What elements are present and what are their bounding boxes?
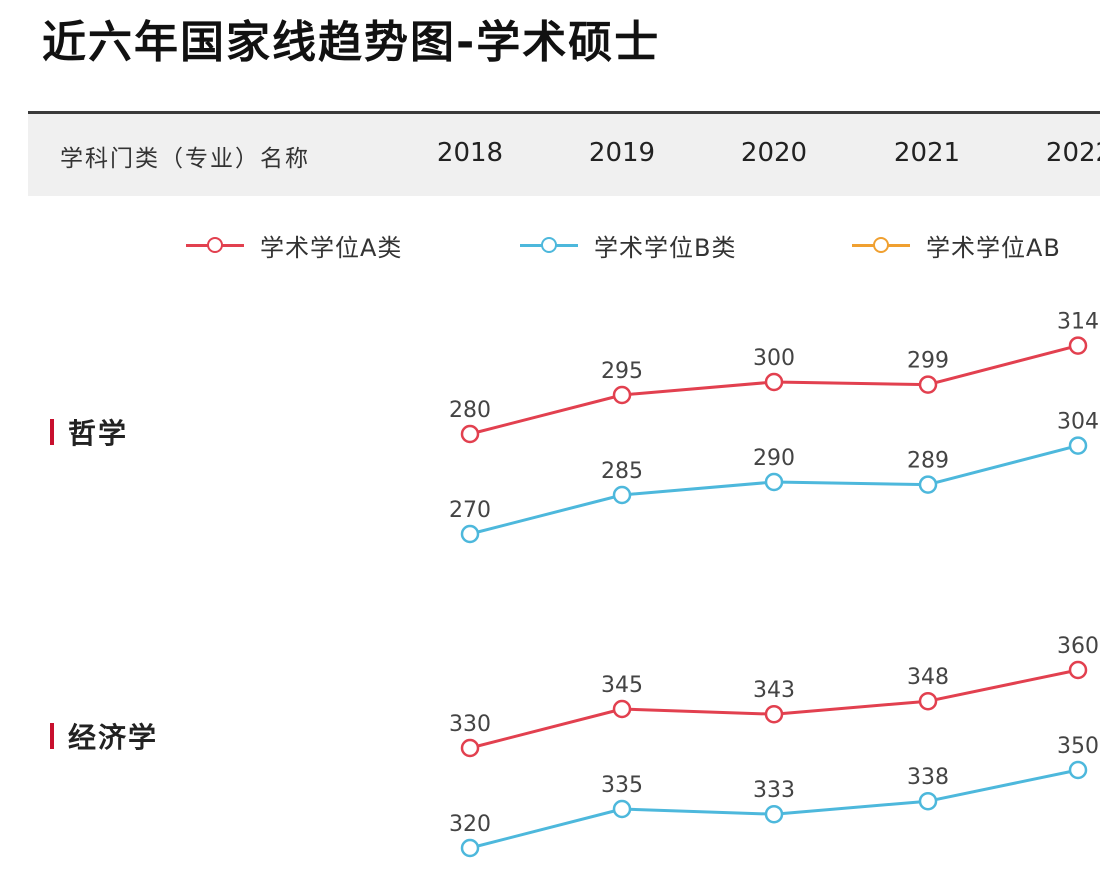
data-label-philosophy-b-2020: 290 bbox=[753, 446, 795, 471]
data-label-philosophy-b-2022: 304 bbox=[1057, 410, 1099, 435]
data-label-economics-b-2021: 338 bbox=[907, 765, 949, 790]
data-label-philosophy-b-2018: 270 bbox=[449, 498, 491, 523]
data-point-philosophy-a-2018[interactable] bbox=[460, 424, 480, 444]
header-year-2022: 2022 bbox=[1045, 138, 1100, 168]
table-header bbox=[28, 114, 1100, 196]
data-point-economics-a-2021[interactable] bbox=[918, 691, 938, 711]
data-point-economics-a-2020[interactable] bbox=[764, 704, 784, 724]
data-label-economics-b-2019: 335 bbox=[601, 773, 643, 798]
data-point-economics-b-2022[interactable] bbox=[1068, 760, 1088, 780]
legend-item-b[interactable]: 学术学位B类 bbox=[520, 225, 736, 265]
header-year-2020: 2020 bbox=[740, 138, 808, 168]
legend-marker-ab bbox=[852, 235, 910, 255]
data-point-philosophy-a-2020[interactable] bbox=[764, 372, 784, 392]
data-point-philosophy-b-2019[interactable] bbox=[612, 485, 632, 505]
legend-label-ab: 学术学位AB bbox=[926, 233, 1061, 262]
data-label-economics-b-2020: 333 bbox=[753, 778, 795, 803]
discipline-philosophy: 哲学 bbox=[50, 412, 128, 452]
data-label-philosophy-a-2019: 295 bbox=[601, 359, 643, 384]
page-title: 近六年国家线趋势图-学术硕士 bbox=[42, 17, 661, 68]
legend-label-b: 学术学位B类 bbox=[594, 233, 737, 262]
data-label-philosophy-a-2020: 300 bbox=[753, 346, 795, 371]
header-year-2021: 2021 bbox=[893, 138, 961, 168]
header-year-2018: 2018 bbox=[436, 138, 504, 168]
data-label-philosophy-a-2018: 280 bbox=[449, 398, 491, 423]
data-label-economics-a-2018: 330 bbox=[449, 712, 491, 737]
data-point-philosophy-a-2021[interactable] bbox=[918, 375, 938, 394]
title-divider bbox=[28, 111, 1100, 114]
data-label-philosophy-a-2021: 299 bbox=[907, 349, 949, 374]
data-label-economics-a-2019: 345 bbox=[601, 673, 643, 698]
data-point-economics-b-2019[interactable] bbox=[612, 799, 632, 819]
data-label-philosophy-b-2019: 285 bbox=[601, 459, 643, 484]
data-label-economics-a-2021: 348 bbox=[907, 665, 949, 690]
data-point-economics-a-2018[interactable] bbox=[460, 738, 480, 758]
data-label-economics-a-2022: 360 bbox=[1057, 634, 1099, 659]
data-label-philosophy-a-2022: 314 bbox=[1057, 310, 1099, 335]
data-point-philosophy-a-2019[interactable] bbox=[612, 385, 632, 405]
legend-label-a: 学术学位A类 bbox=[260, 233, 403, 262]
header-discipline-label: 学科门类（专业）名称 bbox=[60, 146, 310, 172]
discipline-name-economics: 经济学 bbox=[68, 721, 159, 754]
data-point-economics-b-2018[interactable] bbox=[460, 838, 480, 858]
discipline-name-philosophy: 哲学 bbox=[68, 417, 129, 450]
data-point-philosophy-b-2021[interactable] bbox=[918, 475, 938, 494]
discipline-accent-bar bbox=[50, 723, 54, 749]
data-point-philosophy-b-2018[interactable] bbox=[460, 524, 480, 544]
data-point-economics-b-2021[interactable] bbox=[918, 791, 938, 811]
header-year-2019: 2019 bbox=[588, 138, 656, 168]
discipline-economics: 经济学 bbox=[50, 716, 158, 756]
legend-item-ab[interactable]: 学术学位AB bbox=[852, 225, 1061, 265]
data-point-economics-a-2022[interactable] bbox=[1068, 660, 1088, 680]
chart-legend: 学术学位A类 学术学位B类 学术学位AB bbox=[0, 225, 1100, 265]
data-point-philosophy-a-2022[interactable] bbox=[1068, 336, 1088, 355]
data-point-economics-b-2020[interactable] bbox=[764, 804, 784, 824]
data-label-philosophy-b-2021: 289 bbox=[907, 449, 949, 474]
discipline-accent-bar bbox=[50, 419, 54, 445]
legend-marker-a bbox=[186, 235, 244, 255]
legend-item-a[interactable]: 学术学位A类 bbox=[186, 225, 402, 265]
legend-marker-b bbox=[520, 235, 578, 255]
data-label-economics-b-2022: 350 bbox=[1057, 734, 1099, 759]
data-label-economics-b-2018: 320 bbox=[449, 812, 491, 837]
data-label-economics-a-2020: 343 bbox=[753, 678, 795, 703]
data-point-economics-a-2019[interactable] bbox=[612, 699, 632, 719]
data-point-philosophy-b-2022[interactable] bbox=[1068, 436, 1088, 455]
data-point-philosophy-b-2020[interactable] bbox=[764, 472, 784, 492]
